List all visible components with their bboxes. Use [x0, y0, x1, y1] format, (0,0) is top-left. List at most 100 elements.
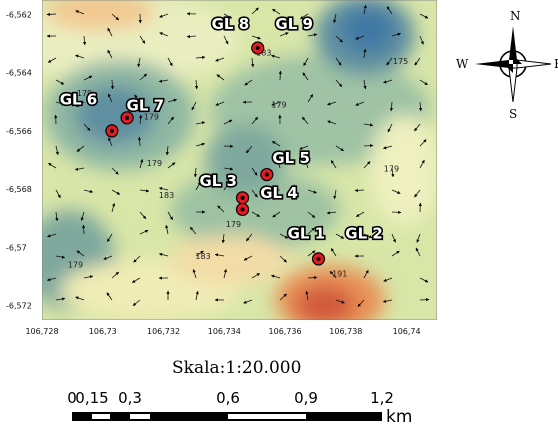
site-label: GL 6 [60, 91, 98, 109]
flow-arrow [111, 271, 120, 279]
site-label: GL 4 [260, 184, 298, 202]
flow-arrow [335, 145, 344, 152]
flow-arrow [110, 79, 115, 90]
flow-arrow [191, 101, 197, 111]
compass-south-label: S [509, 107, 517, 121]
contour-label: 179 [384, 165, 399, 174]
flow-arrow [111, 167, 119, 175]
flow-arrow [363, 144, 374, 148]
flow-arrow [82, 35, 87, 46]
flow-arrow [327, 101, 337, 106]
flow-arrow [391, 32, 401, 37]
site-marker[interactable] [235, 191, 250, 205]
scale-tick-labels: 00,15 0,3 0,6 0,9 1,2 [67, 389, 394, 407]
flow-arrow [391, 250, 400, 257]
flow-arrow [251, 116, 259, 125]
flow-arrow [221, 233, 225, 244]
flow-arrow [307, 211, 316, 219]
flow-arrow [327, 120, 337, 125]
contour-label: 179 [271, 101, 286, 110]
flow-arrow [299, 145, 309, 150]
flow-arrow [111, 13, 119, 21]
flow-arrow [195, 142, 205, 147]
scale-title: Skala:1:20.000 [172, 358, 301, 378]
flow-arrow [391, 189, 401, 194]
flow-arrow [46, 277, 57, 282]
flow-arrow [167, 211, 173, 221]
scale-unit: km [386, 407, 412, 427]
scale-tick-label: 0,15 [75, 389, 108, 407]
flow-arrow [107, 49, 113, 59]
site-marker[interactable] [311, 252, 326, 266]
flow-arrow [165, 224, 169, 235]
flow-arrow [251, 57, 255, 68]
elevation-zone [170, 235, 290, 285]
flow-arrow [193, 167, 198, 178]
flow-arrow [167, 162, 176, 169]
x-tick-label: 106,732 [147, 327, 180, 336]
flow-arrow [215, 101, 225, 106]
site-marker[interactable] [260, 167, 274, 182]
scale-bar: Skala:1:20.000 00,15 0,3 0,6 0,9 1,2 km [67, 358, 412, 427]
site-marker[interactable] [235, 202, 250, 217]
flow-arrow [302, 72, 309, 81]
flow-arrow [158, 252, 169, 257]
flow-arrow [382, 299, 393, 303]
flow-arrow [419, 79, 428, 86]
flow-arrow [80, 211, 85, 221]
flow-arrow [245, 233, 253, 242]
flow-arrow [419, 139, 427, 147]
contour-label: 183 [195, 252, 210, 261]
flow-arrow [416, 233, 421, 243]
flow-arrow [363, 48, 367, 59]
flow-arrow [279, 233, 289, 239]
x-tick-label: 106,74 [393, 327, 421, 336]
flow-arrow [391, 167, 395, 178]
flow-arrow [251, 189, 258, 198]
flow-arrow [55, 255, 66, 259]
flow-arrow [195, 121, 206, 125]
flow-arrow [83, 123, 91, 131]
flow-arrow [47, 57, 57, 63]
flow-arrow [333, 13, 337, 24]
site-marker[interactable] [251, 41, 265, 55]
flow-arrow [223, 182, 230, 191]
contour-label: 179 [147, 159, 162, 168]
flow-arrow [363, 123, 374, 127]
x-tick-label: 106,728 [25, 327, 58, 336]
flow-arrow [272, 8, 281, 15]
flow-arrow [223, 35, 229, 45]
contour-label: 175 [393, 57, 408, 66]
y-tick-label: -6,566 [6, 127, 32, 136]
flow-arrow [217, 205, 225, 213]
site-marker[interactable] [120, 111, 134, 125]
flow-arrow [414, 57, 421, 66]
flow-arrow [305, 290, 309, 301]
elevation-zone [75, 85, 155, 145]
flow-arrow [223, 167, 234, 171]
flow-arrow [304, 159, 309, 169]
flow-arrow [363, 161, 371, 169]
compass-rose: N S E W [456, 9, 558, 121]
flow-arrow [55, 101, 65, 106]
flow-arrow [137, 57, 141, 68]
flow-arrow [303, 57, 309, 67]
sampling-sites [105, 41, 326, 266]
flow-arrow [132, 299, 141, 306]
flow-arrow [251, 211, 260, 217]
flow-arrow [414, 189, 421, 198]
flow-arrow [81, 224, 86, 235]
flow-arrow [307, 189, 317, 194]
compass-quadrant [504, 64, 513, 73]
flow-arrow [195, 55, 206, 60]
compass-south-point [508, 67, 518, 103]
x-tick-label: 106,73 [89, 327, 117, 336]
flow-arrow [357, 299, 365, 307]
flow-arrow [335, 299, 345, 304]
scale-tick-label: 0,9 [294, 389, 318, 407]
flow-arrow [383, 277, 393, 282]
site-marker[interactable] [105, 124, 119, 138]
flow-arrow [74, 167, 85, 171]
flow-arrow [271, 101, 281, 106]
